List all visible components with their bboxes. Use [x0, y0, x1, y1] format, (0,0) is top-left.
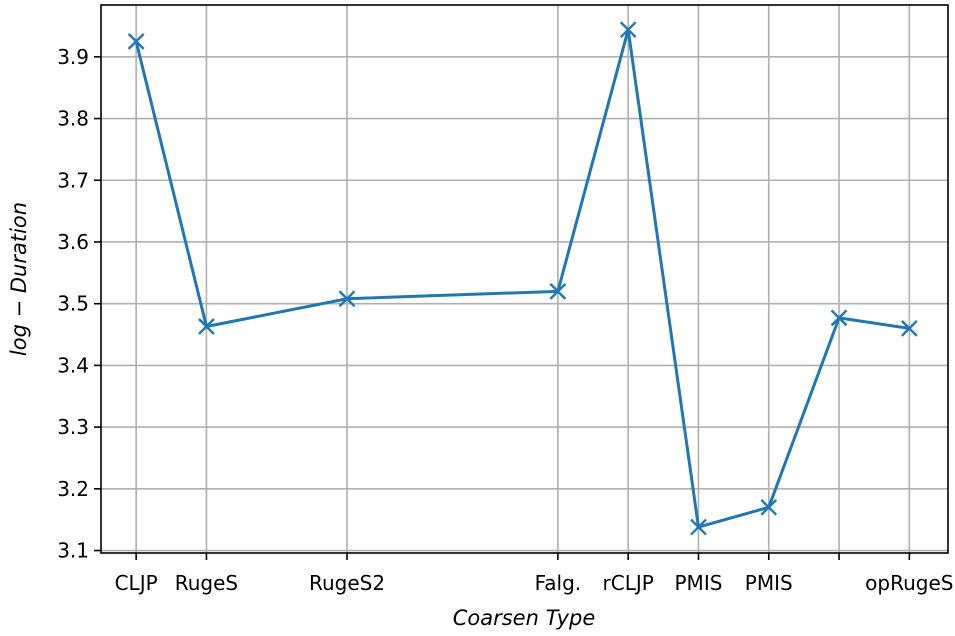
- x-tick-label: rCLJP: [603, 571, 654, 595]
- plot-frame: [100, 4, 949, 554]
- x-tick-label: PMIS: [745, 571, 793, 595]
- marker-stroke: [830, 309, 848, 327]
- marker-stroke: [198, 318, 215, 335]
- x-tick-label: Falg.: [535, 571, 582, 595]
- y-tick-label: 3.3: [57, 415, 89, 439]
- x-tick-label: opRugeS: [865, 571, 953, 595]
- data-point-marker: [198, 318, 215, 335]
- data-point-marker: [690, 518, 707, 536]
- x-tick-label: RugeS2: [309, 571, 385, 595]
- marker-stroke: [619, 21, 637, 39]
- y-tick-label: 3.7: [57, 168, 89, 192]
- series-line: [134, 28, 910, 529]
- y-axis-label: log − Duration: [7, 202, 31, 356]
- data-point-marker: [127, 33, 145, 50]
- marker-stroke: [549, 282, 567, 300]
- y-tick-label: 3.1: [57, 539, 89, 563]
- data-point-marker: [549, 282, 567, 300]
- y-tick-label: 3.9: [57, 45, 89, 69]
- data-point-marker: [338, 290, 356, 308]
- series-group: [127, 21, 918, 536]
- y-tick-label: 3.4: [57, 353, 89, 377]
- y-tick-label: 3.6: [57, 230, 89, 254]
- data-point-marker: [900, 320, 918, 337]
- marker-stroke: [338, 290, 356, 308]
- data-point-marker: [619, 21, 637, 39]
- grid-lines: [101, 5, 948, 553]
- x-axis-label: Coarsen Type: [453, 606, 596, 630]
- marker-stroke: [690, 518, 707, 536]
- marker-stroke: [900, 320, 918, 337]
- x-tick-label: PMIS: [675, 571, 723, 595]
- data-point-marker: [760, 498, 778, 516]
- y-tick-label: 3.2: [57, 477, 89, 501]
- axes: CLJP RugeS RugeS2 Falg. rCLJP PMIS PMIS opRugeS…: [57, 4, 953, 595]
- y-tick-label: 3.8: [57, 107, 89, 131]
- x-tick-label: RugeS: [175, 571, 238, 595]
- x-tick-label: CLJP: [115, 571, 158, 595]
- y-tick-label: 3.5: [57, 292, 89, 316]
- marker-stroke: [760, 498, 778, 516]
- data-point-marker: [830, 309, 848, 327]
- marker-stroke: [127, 33, 145, 50]
